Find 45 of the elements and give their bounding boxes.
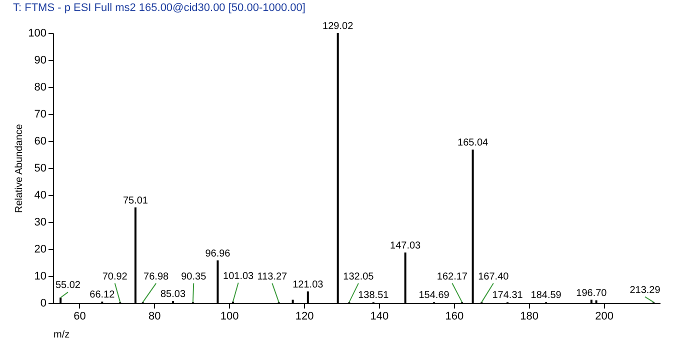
annotation: 147.03: [390, 240, 422, 252]
annotation: 129.02: [322, 21, 354, 32]
y-axis-title: Relative Abundance: [14, 124, 26, 213]
y-tick-label: 20: [34, 244, 46, 256]
y-tick-label: 50: [34, 162, 46, 174]
annotation: 132.05: [343, 271, 374, 282]
x-tick-label: 200: [595, 310, 614, 322]
y-tick-label: 40: [34, 190, 46, 202]
x-tick-label: 160: [445, 310, 464, 322]
annotation: 167.40: [478, 271, 510, 282]
annotation: 70.92: [102, 271, 128, 282]
annotation: 75.01: [122, 195, 148, 206]
y-tick-label: 0: [40, 298, 46, 310]
annotation: 184.59: [530, 290, 562, 302]
x-tick-label: 180: [520, 310, 539, 322]
x-tick-label: 60: [74, 310, 86, 322]
annotation: 113.27: [257, 271, 288, 282]
annotation: 76.98: [144, 271, 170, 282]
y-tick-label: 30: [34, 216, 46, 228]
chart-title: T: FTMS - p ESI Full ms2 165.00@cid30.00 [50.00-1000.00]: [13, 2, 306, 14]
y-tick-label: 70: [34, 108, 46, 120]
x-axis-title: m/z: [54, 330, 70, 338]
annotation: 96.96: [205, 248, 231, 260]
y-tick-label: 60: [34, 136, 46, 148]
annotation: 90.35: [181, 271, 207, 282]
annotation: 165.04: [458, 138, 489, 149]
annotation: 121.03: [292, 279, 324, 290]
x-tick-label: 100: [220, 310, 239, 322]
annotation: 174.31: [492, 290, 524, 302]
x-tick-label: 80: [148, 310, 161, 322]
annotation: 55.02: [55, 280, 81, 292]
annotation: 154.69: [418, 290, 450, 302]
annotation: 101.03: [223, 270, 254, 282]
x-tick-label: 120: [295, 310, 314, 322]
annotation: 196.70: [576, 288, 608, 299]
x-tick-label: 140: [370, 310, 389, 322]
annotation: 162.17: [436, 271, 468, 282]
y-tick-label: 100: [28, 28, 46, 40]
y-tick-label: 90: [34, 54, 46, 66]
annotation: 66.12: [90, 290, 116, 301]
y-tick-label: 80: [34, 82, 46, 94]
annotation: 213.29: [630, 284, 661, 296]
y-tick-label: 10: [34, 270, 46, 282]
annotation: 85.03: [160, 289, 186, 300]
annotation: 138.51: [358, 290, 390, 302]
